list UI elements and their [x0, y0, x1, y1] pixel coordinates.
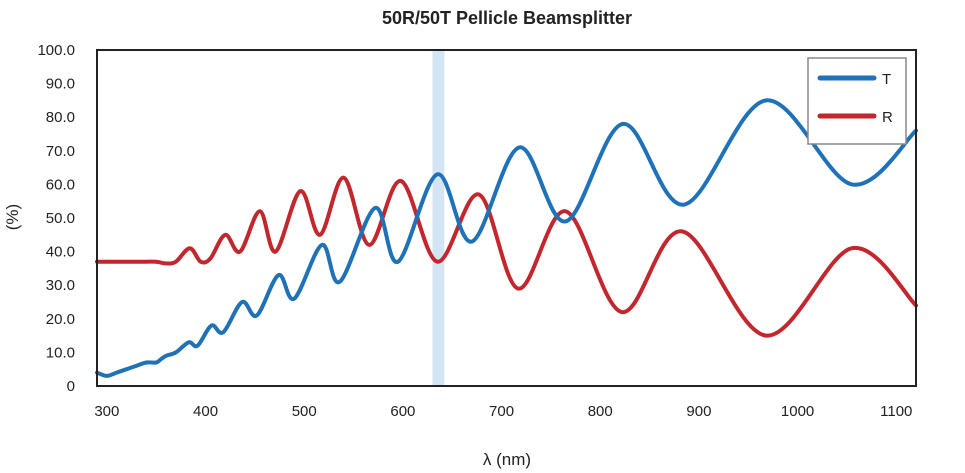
y-axis-label: (%) — [3, 204, 22, 230]
x-tick-label: 800 — [588, 403, 613, 420]
y-tick-label: 30.0 — [46, 277, 75, 294]
x-tick-label: 500 — [292, 403, 317, 420]
x-tick-label: 700 — [489, 403, 514, 420]
legend: TR — [807, 57, 907, 145]
y-tick-label: 0 — [67, 378, 75, 395]
series-layer — [95, 98, 918, 378]
y-tick-label: 70.0 — [46, 143, 75, 160]
series-line-t — [95, 98, 918, 378]
plot-frame — [96, 49, 917, 387]
chart-title: 50R/50T Pellicle Beamsplitter — [382, 8, 632, 28]
y-tick-label: 50.0 — [46, 210, 75, 227]
legend-label-r: R — [882, 109, 893, 126]
y-tick-label: 40.0 — [46, 244, 75, 261]
x-tick-label: 900 — [686, 403, 711, 420]
axis-layer — [96, 49, 917, 387]
legend-box — [807, 57, 907, 145]
highlight-band — [432, 50, 445, 386]
series-line-r — [95, 175, 918, 338]
x-tick-label: 1100 — [880, 403, 912, 420]
y-tick-label: 100.0 — [37, 42, 75, 59]
x-axis-label: λ (nm) — [483, 450, 531, 469]
y-tick-label: 80.0 — [46, 109, 75, 126]
x-tick-label: 600 — [390, 403, 415, 420]
highlight-band-layer — [432, 50, 445, 386]
y-tick-label: 90.0 — [46, 76, 75, 93]
legend-label-t: T — [882, 71, 891, 88]
y-tick-label: 10.0 — [46, 344, 75, 361]
y-tick-label: 60.0 — [46, 176, 75, 193]
x-tick-label: 400 — [193, 403, 218, 420]
y-tick-label: 20.0 — [46, 311, 75, 328]
x-tick-label: 300 — [94, 403, 119, 420]
x-tick-label: 1000 — [781, 403, 814, 420]
tick-labels: 300 400 500 600 700 800 900 1000 1100 0 10.0 20.0 30… — [37, 42, 912, 420]
